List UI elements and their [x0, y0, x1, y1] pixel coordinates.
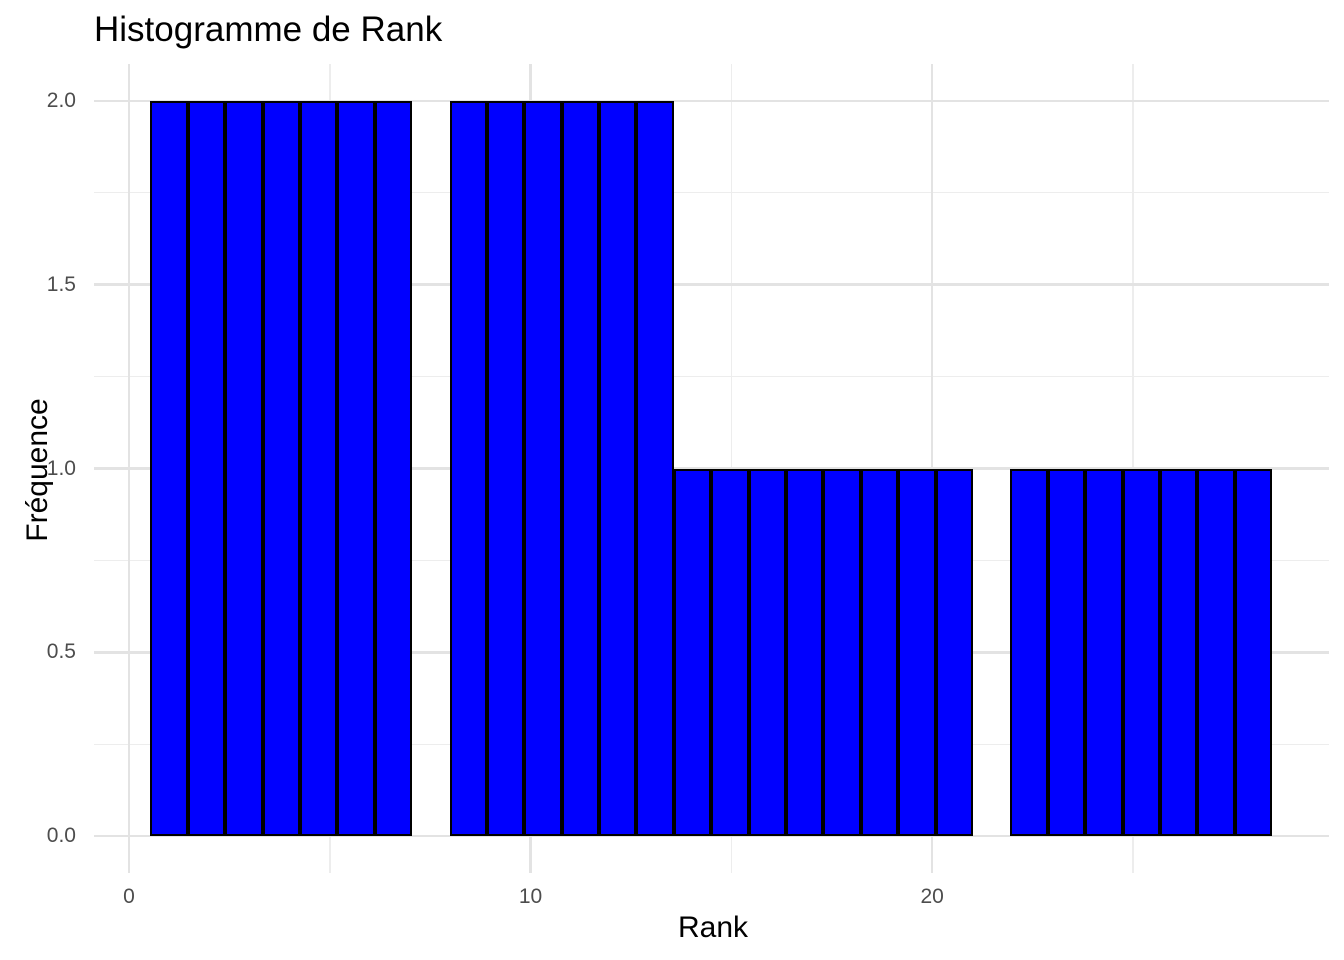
histogram-bar: [823, 468, 861, 837]
gridline-major-horizontal: [94, 283, 1329, 286]
x-tick-label: 10: [518, 885, 543, 908]
histogram-bar: [150, 100, 188, 837]
histogram-bar: [1010, 468, 1048, 837]
y-tick-label: 1.0: [46, 456, 76, 480]
gridline-major-horizontal: [94, 99, 1329, 103]
histogram-bar: [786, 468, 824, 837]
y-tick-label: 1.5: [46, 272, 76, 296]
histogram-bar: [1197, 468, 1235, 837]
histogram-bar: [262, 100, 300, 837]
histogram-bar: [187, 100, 226, 837]
gridline-minor-horizontal: [94, 191, 1329, 194]
histogram-bar: [599, 100, 637, 837]
histogram-bar: [374, 100, 413, 837]
x-axis-title: Rank: [677, 911, 749, 944]
histogram-bar: [860, 468, 899, 837]
x-tick-label: 20: [920, 885, 944, 908]
y-tick-label: 0.0: [46, 824, 76, 848]
histogram-bar: [711, 468, 749, 837]
chart-title: Histogramme de Rank: [94, 10, 443, 49]
histogram-bar: [1122, 468, 1160, 837]
histogram-bar: [225, 100, 263, 837]
histogram-bar: [486, 100, 525, 837]
histogram-bar: [636, 100, 674, 837]
gridline-minor-horizontal: [94, 375, 1329, 378]
histogram-bar: [561, 100, 600, 837]
histogram-bar: [524, 100, 562, 837]
plot-panel: [94, 64, 1329, 873]
y-tick-label: 0.5: [46, 640, 76, 664]
histogram-bar: [1047, 468, 1086, 837]
histogram-bar: [449, 100, 487, 837]
histogram-bar: [299, 100, 338, 837]
gridline-major-vertical: [127, 64, 131, 873]
histogram-bar: [337, 100, 375, 837]
histogram-bar: [1159, 468, 1198, 837]
histogram-bar: [748, 468, 787, 837]
gridline-major-horizontal: [94, 834, 1329, 838]
histogram-bar: [935, 468, 974, 837]
histogram-bar: [1085, 468, 1123, 837]
histogram-bar: [673, 468, 712, 837]
y-tick-label: 2.0: [46, 88, 76, 112]
x-tick-label: 0: [123, 885, 135, 908]
histogram-bar: [898, 468, 936, 837]
histogram-bar: [1234, 468, 1273, 837]
